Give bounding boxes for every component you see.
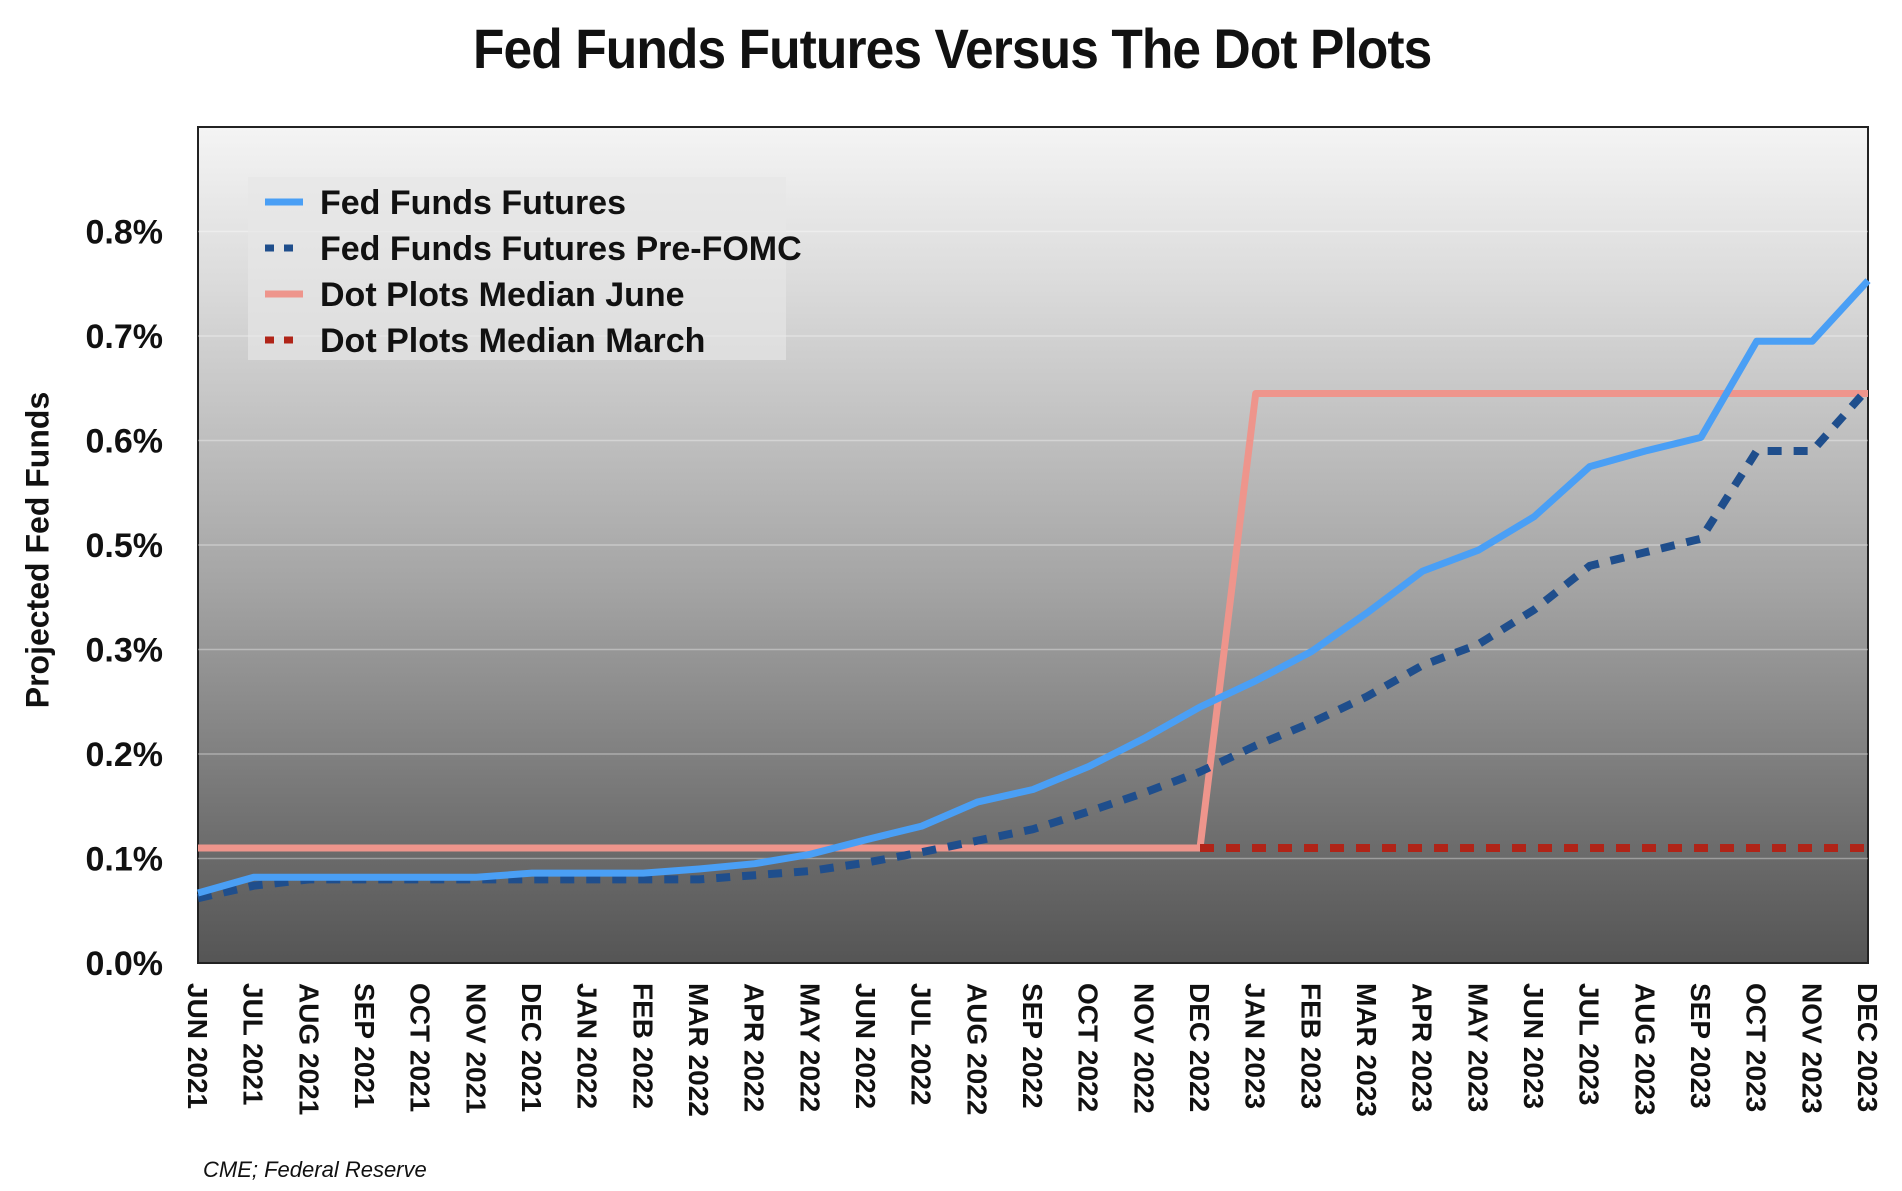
series-line-0	[197, 278, 1871, 897]
y-tick-label: 0.0%	[86, 945, 164, 983]
series-line-2	[198, 390, 1868, 852]
x-tick-label: NOV 2022	[1128, 983, 1159, 1114]
x-tick-label: JUN 2021	[182, 983, 213, 1109]
x-tick-label: MAY 2022	[794, 983, 825, 1112]
x-tick-label: MAR 2023	[1351, 983, 1382, 1117]
x-tick-label: DEC 2023	[1852, 983, 1883, 1112]
x-tick-label: SEP 2021	[349, 983, 380, 1109]
y-tick-label: 0.8%	[86, 214, 164, 252]
legend-label: Dot Plots Median March	[320, 322, 705, 360]
series-line-1	[197, 385, 1871, 903]
x-tick-label: APR 2023	[1407, 983, 1438, 1112]
x-tick-label: OCT 2023	[1741, 983, 1772, 1112]
y-tick-labels: 0.0% 0.1% 0.2% 0.3% 0.5% 0.6% 0.7% 0.8%	[86, 214, 164, 984]
legend-label: Dot Plots Median June	[320, 276, 685, 314]
x-tick-label: AUG 2022	[961, 983, 992, 1115]
x-tick-labels: JUN 2021 JUL 2021 AUG 2021 SEP 2021 OCT 2021…	[182, 983, 1883, 1117]
x-tick-label: AUG 2021	[293, 983, 324, 1115]
x-tick-label: OCT 2021	[405, 983, 436, 1112]
y-tick-label: 0.2%	[86, 736, 164, 774]
series-layer	[197, 278, 1871, 903]
x-tick-label: DEC 2021	[516, 983, 547, 1112]
x-tick-label: MAY 2023	[1462, 983, 1493, 1112]
x-tick-label: NOV 2021	[460, 983, 491, 1114]
x-tick-label: AUG 2023	[1629, 983, 1660, 1115]
x-tick-label: OCT 2022	[1073, 983, 1104, 1112]
x-tick-label: JUN 2022	[850, 983, 881, 1109]
y-tick-label: 0.1%	[86, 841, 164, 879]
y-tick-label: 0.7%	[86, 318, 164, 356]
x-tick-label: JAN 2022	[572, 983, 603, 1109]
x-tick-label: JUL 2023	[1574, 983, 1605, 1105]
legend-label: Fed Funds Futures	[320, 184, 626, 222]
x-tick-label: JUL 2022	[906, 983, 937, 1105]
y-tick-label: 0.6%	[86, 423, 164, 461]
y-tick-label: 0.3%	[86, 632, 164, 670]
legend: Fed Funds Futures Fed Funds Futures Pre-F…	[248, 177, 802, 360]
x-tick-label: FEB 2023	[1295, 983, 1326, 1109]
x-tick-label: DEC 2022	[1184, 983, 1215, 1112]
x-tick-label: JUL 2021	[238, 983, 269, 1105]
legend-box	[248, 177, 786, 360]
x-tick-label: JAN 2023	[1240, 983, 1271, 1109]
x-tick-label: JUN 2023	[1518, 983, 1549, 1109]
x-tick-label: NOV 2023	[1796, 983, 1827, 1114]
x-tick-label: SEP 2023	[1685, 983, 1716, 1109]
x-tick-label: MAR 2022	[683, 983, 714, 1117]
source-note: CME; Federal Reserve	[203, 1157, 427, 1182]
x-tick-label: APR 2022	[739, 983, 770, 1112]
legend-label: Fed Funds Futures Pre-FOMC	[320, 230, 802, 268]
x-tick-label: FEB 2022	[627, 983, 658, 1109]
y-tick-label: 0.5%	[86, 527, 164, 565]
chart-title: Fed Funds Futures Versus The Dot Plots	[473, 17, 1432, 80]
x-tick-label: SEP 2022	[1017, 983, 1048, 1109]
